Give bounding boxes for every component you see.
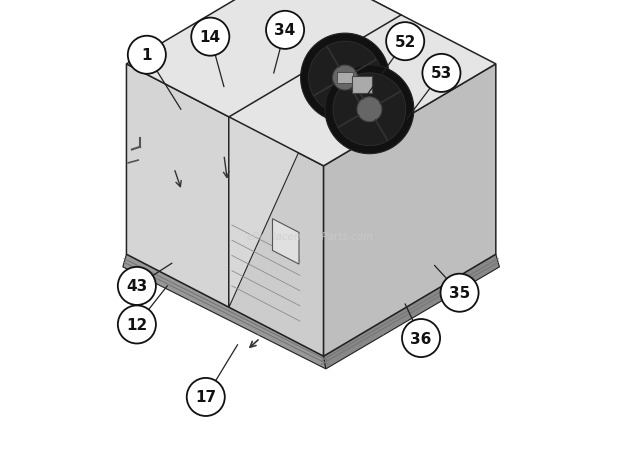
Text: eReplacementParts.com: eReplacementParts.com bbox=[246, 232, 374, 242]
Polygon shape bbox=[352, 77, 372, 93]
Polygon shape bbox=[324, 255, 500, 369]
Polygon shape bbox=[126, 0, 496, 167]
Circle shape bbox=[332, 66, 358, 91]
Circle shape bbox=[357, 98, 382, 122]
Polygon shape bbox=[337, 73, 353, 84]
Polygon shape bbox=[229, 117, 324, 356]
Circle shape bbox=[402, 319, 440, 357]
Circle shape bbox=[333, 74, 406, 147]
Circle shape bbox=[128, 37, 166, 75]
Circle shape bbox=[118, 306, 156, 344]
Polygon shape bbox=[126, 65, 229, 308]
Text: 35: 35 bbox=[449, 286, 470, 301]
Circle shape bbox=[191, 19, 229, 56]
Text: 36: 36 bbox=[410, 331, 432, 346]
Circle shape bbox=[386, 23, 424, 61]
Text: 14: 14 bbox=[200, 30, 221, 45]
Circle shape bbox=[325, 66, 414, 154]
Polygon shape bbox=[273, 219, 299, 264]
Polygon shape bbox=[126, 153, 496, 356]
Polygon shape bbox=[123, 255, 326, 369]
Circle shape bbox=[422, 55, 461, 93]
Circle shape bbox=[118, 267, 156, 305]
Circle shape bbox=[441, 274, 479, 312]
Text: 17: 17 bbox=[195, 389, 216, 404]
Circle shape bbox=[266, 12, 304, 50]
Text: 12: 12 bbox=[126, 317, 148, 332]
Text: 53: 53 bbox=[431, 66, 452, 81]
Text: 1: 1 bbox=[141, 48, 152, 63]
Text: 43: 43 bbox=[126, 279, 148, 294]
Circle shape bbox=[309, 42, 381, 115]
Circle shape bbox=[187, 378, 225, 416]
Polygon shape bbox=[324, 65, 496, 356]
Polygon shape bbox=[229, 0, 401, 308]
Text: 34: 34 bbox=[275, 23, 296, 38]
Circle shape bbox=[301, 34, 389, 123]
Text: 52: 52 bbox=[394, 35, 416, 50]
